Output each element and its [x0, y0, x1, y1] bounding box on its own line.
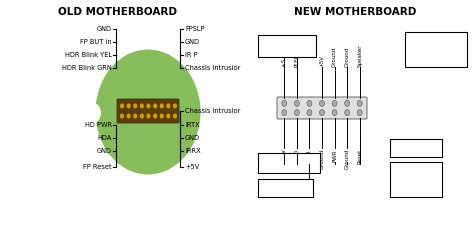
Text: OLD MOTHERBOARD: OLD MOTHERBOARD	[58, 7, 177, 17]
Text: IRRX: IRRX	[185, 148, 201, 154]
FancyBboxPatch shape	[390, 162, 442, 197]
Text: PWR: PWR	[332, 149, 337, 162]
Ellipse shape	[95, 50, 201, 175]
Text: Ground: Ground	[332, 47, 337, 67]
Text: Ground: Ground	[345, 149, 350, 169]
Text: MLED: MLED	[294, 149, 300, 164]
Ellipse shape	[160, 104, 164, 108]
Text: +5V: +5V	[185, 164, 199, 170]
Ellipse shape	[319, 100, 325, 106]
Ellipse shape	[133, 114, 137, 119]
Text: HDA: HDA	[98, 135, 112, 141]
Ellipse shape	[307, 100, 312, 106]
Ellipse shape	[120, 114, 124, 119]
Ellipse shape	[357, 100, 362, 106]
Text: Speaker: Speaker	[357, 45, 362, 67]
Text: HDR Blink GRN: HDR Blink GRN	[62, 65, 112, 71]
FancyBboxPatch shape	[258, 153, 320, 173]
Text: GND: GND	[185, 135, 200, 141]
Ellipse shape	[332, 110, 337, 116]
Ellipse shape	[332, 100, 337, 106]
Text: FP BUT in: FP BUT in	[81, 39, 112, 45]
FancyBboxPatch shape	[258, 179, 313, 197]
Ellipse shape	[146, 114, 151, 119]
Text: SMI Lead: SMI Lead	[268, 184, 303, 193]
Text: GND: GND	[97, 26, 112, 32]
Ellipse shape	[282, 100, 287, 106]
Ellipse shape	[127, 114, 131, 119]
Text: HD PWR: HD PWR	[85, 122, 112, 128]
Ellipse shape	[120, 104, 124, 108]
Ellipse shape	[173, 114, 177, 119]
Ellipse shape	[153, 114, 157, 119]
Text: +5V: +5V	[319, 55, 325, 67]
Text: FP Reset: FP Reset	[83, 164, 112, 170]
Ellipse shape	[173, 104, 177, 108]
Text: Chassis Intrusior: Chassis Intrusior	[185, 65, 240, 71]
Text: Power LED: Power LED	[267, 41, 307, 50]
Text: +5 V: +5 V	[282, 53, 287, 67]
Text: HDR Blink YEL: HDR Blink YEL	[65, 52, 112, 58]
Ellipse shape	[166, 104, 170, 108]
Ellipse shape	[127, 104, 131, 108]
Ellipse shape	[319, 110, 325, 116]
Ellipse shape	[160, 114, 164, 119]
Ellipse shape	[140, 104, 144, 108]
Ellipse shape	[294, 110, 300, 116]
FancyBboxPatch shape	[277, 97, 367, 119]
Ellipse shape	[140, 114, 144, 119]
Ellipse shape	[357, 110, 362, 116]
FancyBboxPatch shape	[258, 35, 316, 57]
Ellipse shape	[282, 110, 287, 116]
Text: PLED: PLED	[294, 53, 300, 67]
FancyBboxPatch shape	[405, 32, 467, 67]
Text: ATX Power
Switch*: ATX Power Switch*	[396, 170, 436, 189]
Ellipse shape	[345, 100, 350, 106]
Text: Reset SW: Reset SW	[398, 144, 434, 153]
Text: GND: GND	[97, 148, 112, 154]
Text: Ground: Ground	[345, 47, 350, 67]
Ellipse shape	[85, 103, 101, 123]
Ellipse shape	[294, 100, 300, 106]
Text: Reset: Reset	[357, 149, 362, 164]
Text: IRTX: IRTX	[185, 122, 200, 128]
Ellipse shape	[146, 104, 151, 108]
FancyBboxPatch shape	[117, 99, 179, 123]
FancyBboxPatch shape	[390, 139, 442, 157]
Text: NEW MOTHERBOARD: NEW MOTHERBOARD	[294, 7, 416, 17]
Text: ExtSMI: ExtSMI	[307, 149, 312, 167]
Text: Message LED: Message LED	[264, 158, 314, 167]
Text: FPSLP: FPSLP	[185, 26, 204, 32]
Text: Ground: Ground	[319, 149, 325, 169]
Text: +5 V: +5 V	[282, 149, 287, 163]
Ellipse shape	[153, 104, 157, 108]
Ellipse shape	[133, 104, 137, 108]
Ellipse shape	[307, 110, 312, 116]
Text: IR P: IR P	[185, 52, 198, 58]
Ellipse shape	[345, 110, 350, 116]
Ellipse shape	[166, 114, 170, 119]
Text: Speaker
Connector: Speaker Connector	[416, 40, 456, 59]
Text: GND: GND	[185, 39, 200, 45]
Text: Chassis Intrusior: Chassis Intrusior	[185, 108, 240, 114]
